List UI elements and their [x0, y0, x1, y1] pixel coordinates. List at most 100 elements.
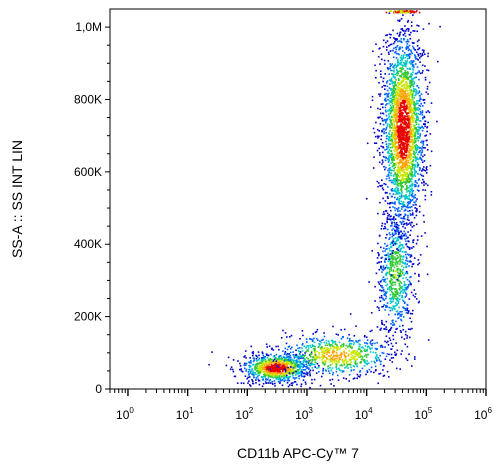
event-dot [405, 85, 407, 87]
event-dot [273, 358, 276, 361]
event-dot [369, 348, 372, 351]
event-dot [333, 361, 336, 363]
event-dot [377, 281, 380, 283]
event-dot [330, 383, 332, 385]
event-dot [393, 189, 395, 192]
event-dot [376, 306, 379, 308]
event-dot [410, 149, 412, 152]
event-dot [407, 85, 409, 87]
event-dot [412, 69, 415, 71]
event-dot [390, 221, 393, 223]
event-dot [324, 350, 327, 353]
event-dot [255, 363, 258, 365]
event-dot [407, 40, 410, 43]
event-dot [424, 135, 426, 137]
event-dot [422, 168, 424, 171]
event-dot [239, 362, 241, 365]
event-dot [391, 49, 394, 52]
event-dot [393, 89, 395, 92]
event-dot [396, 52, 398, 55]
event-dot [406, 191, 408, 193]
event-dot [415, 51, 418, 54]
event-dot [399, 244, 401, 247]
event-dot [399, 118, 402, 120]
event-dot [386, 272, 388, 274]
event-dot [378, 93, 380, 96]
event-dot [284, 332, 287, 334]
event-dot [367, 362, 370, 364]
event-dot [388, 271, 390, 274]
event-dot [426, 139, 428, 142]
event-dot [389, 130, 391, 132]
event-dot [357, 341, 359, 343]
event-dot [388, 45, 390, 47]
event-dot [397, 230, 400, 232]
event-dot [394, 288, 396, 290]
event-dot [399, 288, 401, 291]
event-dot [386, 96, 389, 98]
event-dot [401, 126, 404, 128]
event-dot [402, 152, 404, 155]
event-dot [379, 116, 381, 118]
event-dot [272, 360, 275, 362]
event-dot [327, 340, 330, 342]
event-dot [385, 341, 388, 344]
event-dot [340, 356, 342, 358]
event-dot [384, 266, 387, 269]
event-dot [249, 365, 251, 368]
event-dot [377, 55, 380, 58]
event-dot [276, 375, 278, 377]
event-dot [288, 356, 291, 359]
event-dot [306, 349, 308, 351]
event-dot [399, 315, 401, 317]
event-dot [388, 164, 391, 166]
event-dot [388, 53, 390, 55]
event-dot [248, 380, 250, 382]
event-dot [273, 370, 275, 372]
event-dot [257, 358, 260, 361]
event-dot [393, 95, 395, 98]
event-dot [390, 100, 392, 102]
event-dot [268, 372, 271, 374]
event-dot [399, 90, 401, 93]
event-dot [244, 350, 247, 352]
event-dot [416, 85, 418, 87]
event-dot [335, 352, 338, 354]
event-dot [421, 52, 424, 55]
event-dot [395, 108, 398, 111]
event-dot [403, 102, 405, 105]
event-dot [409, 128, 411, 131]
event-dot [401, 125, 404, 128]
event-dot [341, 353, 343, 356]
event-dot [255, 366, 258, 368]
event-dot [399, 107, 402, 109]
event-dot [402, 136, 405, 139]
event-dot [392, 269, 395, 271]
event-dot [378, 309, 381, 312]
event-dot [278, 358, 281, 360]
event-dot [384, 159, 387, 162]
event-dot [405, 284, 407, 286]
event-dot [403, 128, 406, 131]
event-dot [421, 114, 424, 116]
event-dot [408, 98, 410, 100]
event-dot [397, 208, 399, 211]
event-dot [403, 289, 405, 291]
event-dot [322, 362, 325, 365]
event-dot [400, 200, 402, 203]
event-dot [404, 227, 406, 229]
event-dot [246, 377, 248, 380]
event-dot [402, 132, 404, 134]
event-dot [400, 154, 402, 157]
event-dot [407, 131, 409, 133]
event-dot [408, 248, 411, 250]
event-dot [415, 151, 417, 154]
event-dot [350, 368, 353, 371]
event-dot [252, 351, 255, 353]
event-dot [398, 215, 400, 218]
event-dot [390, 156, 392, 159]
event-dot [277, 366, 280, 369]
event-dot [384, 254, 386, 257]
event-dot [398, 132, 401, 134]
event-dot [386, 80, 389, 82]
